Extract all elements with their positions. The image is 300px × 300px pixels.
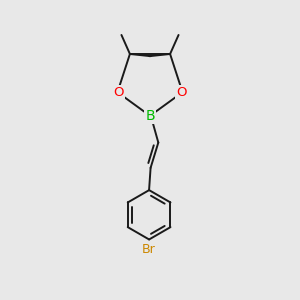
Text: O: O — [114, 86, 124, 99]
Text: O: O — [176, 86, 186, 99]
Text: B: B — [145, 109, 155, 123]
Text: Br: Br — [142, 243, 156, 256]
